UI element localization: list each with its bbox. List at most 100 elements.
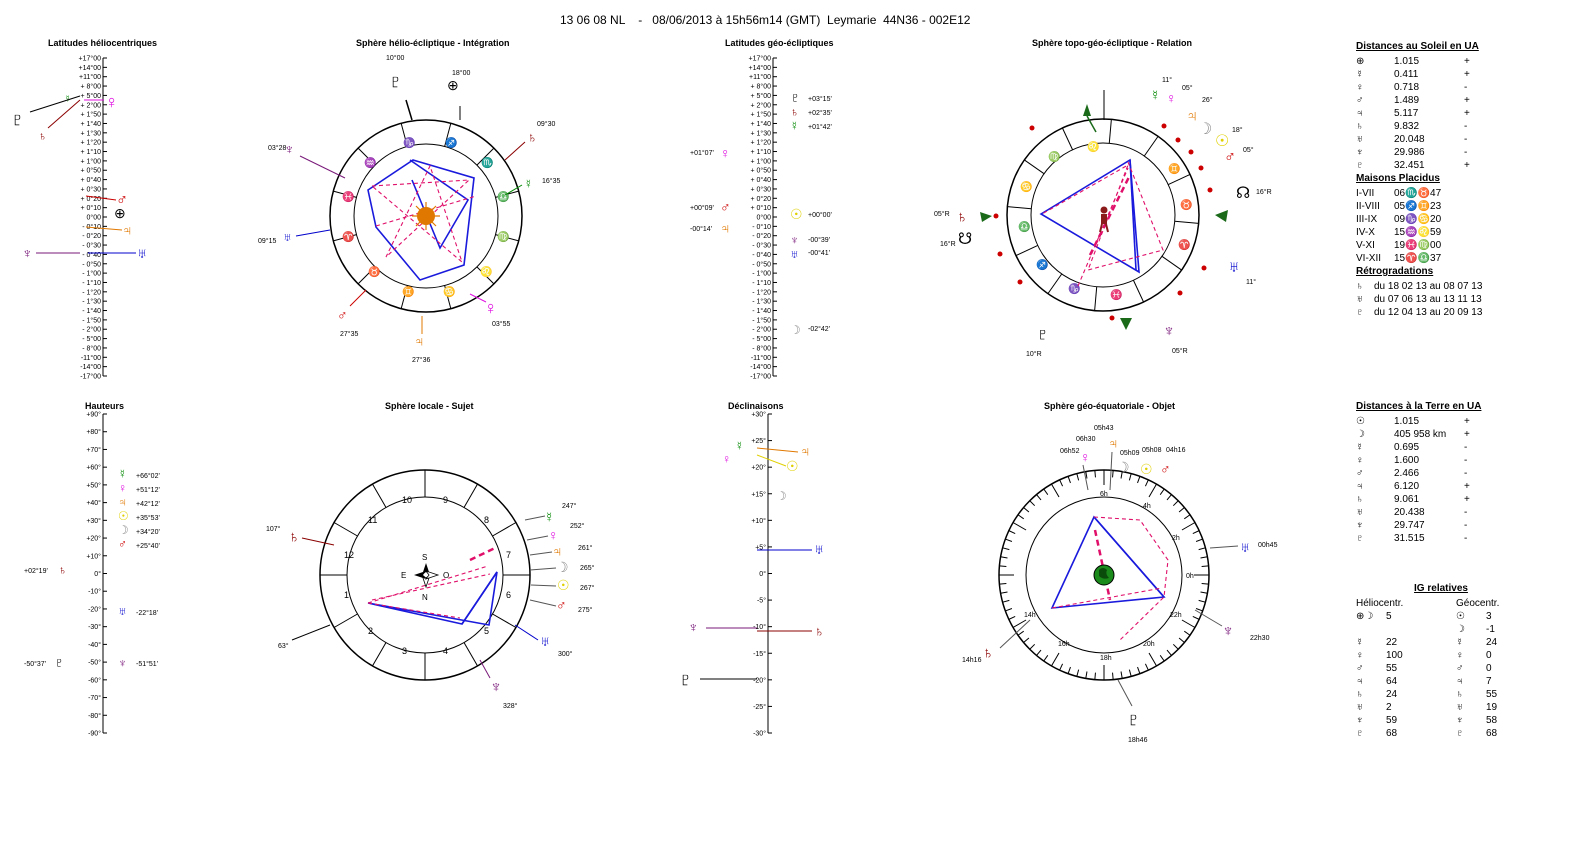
- local-uranus-glyph: ♅: [540, 633, 551, 649]
- local-neptune-glyph: ♆: [490, 679, 502, 696]
- topo-saturn-glyph: ♄: [956, 209, 968, 226]
- house-number: 3: [402, 646, 407, 656]
- house-number: 12: [344, 550, 354, 560]
- topo-label-2: 26°: [1202, 96, 1213, 104]
- gl-saturn-glyph: ♄: [790, 105, 799, 119]
- hour-label: 4h: [1143, 503, 1151, 510]
- topo-label-9: 10°R: [1026, 350, 1042, 358]
- helio-sphere-wheel: ♑ ♐ ♏ ♎ ♍ ♌ ♋ ♊ ♉ ♈ ♓ ♒ ♇ 10°00 ⊕ 18°00 …: [258, 54, 560, 364]
- hl-venus-glyph: ♀: [105, 92, 119, 112]
- helio-lat-tick: + 1°00: [80, 157, 101, 165]
- local-saturn-glyph: ♄: [288, 529, 300, 546]
- sign-cancer: ♋: [443, 285, 455, 298]
- local-label-1: 247°: [562, 502, 577, 510]
- geo-lat-tick: - 1°20: [752, 288, 771, 296]
- equat-jupiter-glyph: ♃: [1108, 435, 1119, 451]
- gl-uranus-glyph: ♅: [790, 247, 799, 261]
- gl-jupiter-glyph: ♃: [720, 220, 731, 236]
- local-label-7: 63°: [278, 642, 289, 650]
- decl-tick: +20°: [751, 464, 766, 472]
- ht-label-4: +34°20': [136, 528, 160, 536]
- dc-sun-glyph: ☉: [786, 458, 799, 474]
- decl-tick: +30°: [751, 411, 766, 419]
- ht-venus-glyph: ♀: [118, 481, 127, 495]
- geo-lat-tick: - 0°20: [752, 232, 771, 240]
- geo-lat-tick: +11°00: [749, 73, 771, 81]
- ht-mars-glyph: ♂: [118, 537, 127, 551]
- geo-lat-tick: - 0°10: [752, 223, 771, 231]
- topo-pluto-glyph: ♇: [1036, 324, 1050, 344]
- heights-tick: -50°: [88, 659, 101, 667]
- topo-label-8: 11°: [1246, 278, 1256, 286]
- helio-lat-tick: + 5°00: [80, 92, 101, 100]
- geo-lat-tick: - 5°00: [752, 335, 771, 343]
- geo-lat-tick: + 1°20: [750, 139, 771, 147]
- geo-lat-tick: - 1°40: [752, 307, 771, 315]
- panel-title-helio-lat: Latitudes héliocentriques: [48, 38, 158, 48]
- table-row: ♇ 32.451 +: [1356, 160, 1470, 171]
- table-row: ♇ 31.515-: [1356, 533, 1468, 544]
- topo-neptune-glyph: ♆: [1163, 323, 1175, 340]
- ht-neptune-glyph: ♆: [118, 656, 127, 670]
- decl-tick: +10°: [751, 517, 766, 525]
- panel-title-geo-lat: Latitudes géo-écliptiques: [725, 38, 834, 48]
- local-label-9: 328°: [503, 702, 518, 710]
- topo-sign-sag: ♐: [1036, 258, 1048, 271]
- geo-lat-tick: -14°00: [750, 363, 771, 371]
- gl-label-5: +00°00': [808, 211, 832, 219]
- equat-label-7: 22h30: [1250, 635, 1270, 642]
- table-row: ♀ 1.600-: [1356, 455, 1468, 466]
- helio-lat-tick: + 1°50: [80, 111, 101, 119]
- table-row: ♅ 20.048-: [1356, 134, 1468, 145]
- helio-lat-tick: 0°00: [87, 214, 102, 222]
- table-row: ♀ 0.718-: [1356, 82, 1468, 93]
- dc-jupiter-glyph: ♃: [800, 443, 811, 459]
- decl-tick: 0°: [759, 570, 766, 578]
- table-row: ♃ 6.120 +: [1356, 481, 1470, 492]
- hour-label: 14h: [1024, 612, 1036, 619]
- decl-tick: -30°: [753, 730, 766, 738]
- table-row: ♂ 2.466-: [1356, 468, 1468, 479]
- chart-title: 13 06 08 NL - 08/06/2013 à 15h56m14 (GMT…: [560, 13, 971, 27]
- earth-glyph: ⊕: [447, 77, 459, 93]
- geo-lat-tick: 0°00: [757, 214, 772, 222]
- topo-sign-leo: ♌: [1087, 140, 1099, 153]
- ig-table: IG relatives Héliocentr. Géocentr. ⊕☽ 5 ☉ 3 ☽…: [1356, 582, 1526, 740]
- helio-lat-tick: +11°00: [79, 73, 101, 81]
- sign-scorpio: ♏: [481, 156, 493, 169]
- local-label-3: 261°: [578, 544, 593, 552]
- geo-lat-tick: +14°00: [749, 64, 772, 72]
- helio-lat-tick: + 1°30: [80, 129, 101, 137]
- equat-moon-glyph: ☽: [1117, 459, 1130, 475]
- houses-title: Maisons Placidus: [1356, 173, 1440, 184]
- equat-pluto-glyph: ♇: [1126, 709, 1141, 731]
- heights-tick: +20°: [86, 535, 101, 543]
- table-row: ♆ 29.747-: [1356, 520, 1468, 531]
- house-number: 1: [344, 590, 349, 600]
- house-number: 2: [368, 626, 373, 636]
- equat-uranus-glyph: ♅: [1240, 539, 1251, 555]
- local-sun-glyph: ☉: [557, 577, 570, 593]
- sign-aquarius: ♒: [364, 156, 376, 169]
- ht-uranus-glyph: ♅: [118, 604, 127, 618]
- equat-label-0: 05h43: [1094, 425, 1114, 432]
- topo-sign-aries: ♈: [1178, 238, 1190, 251]
- gl-venus-glyph: ♀: [720, 145, 731, 161]
- dc-moon-glyph: ☽: [776, 489, 787, 503]
- topo-sign-virgo: ♍: [1048, 150, 1060, 163]
- house-number: 4: [443, 646, 448, 656]
- panel-title-declinations: Déclinaisons: [728, 401, 784, 411]
- helio-lat-tick: + 0°20: [80, 195, 101, 203]
- panel-title-heights: Hauteurs: [85, 401, 125, 411]
- hour-label: 20h: [1143, 641, 1155, 648]
- table-row: ♃ 5.117 +: [1356, 108, 1470, 119]
- compass-e: E: [401, 571, 406, 580]
- sign-aries: ♈: [342, 230, 354, 243]
- heights-tick: -60°: [88, 676, 101, 684]
- sign-pisces: ♓: [342, 190, 354, 203]
- sun-distances-table: Distances au Soleil en UA ⊕ 1.015 + ☿ 0.411 +…: [1356, 40, 1526, 319]
- hl-jupiter-glyph: ♃: [122, 222, 133, 238]
- topo-sign-cancer: ♋: [1020, 180, 1032, 193]
- geo-lat-tick: + 0°20: [750, 195, 771, 203]
